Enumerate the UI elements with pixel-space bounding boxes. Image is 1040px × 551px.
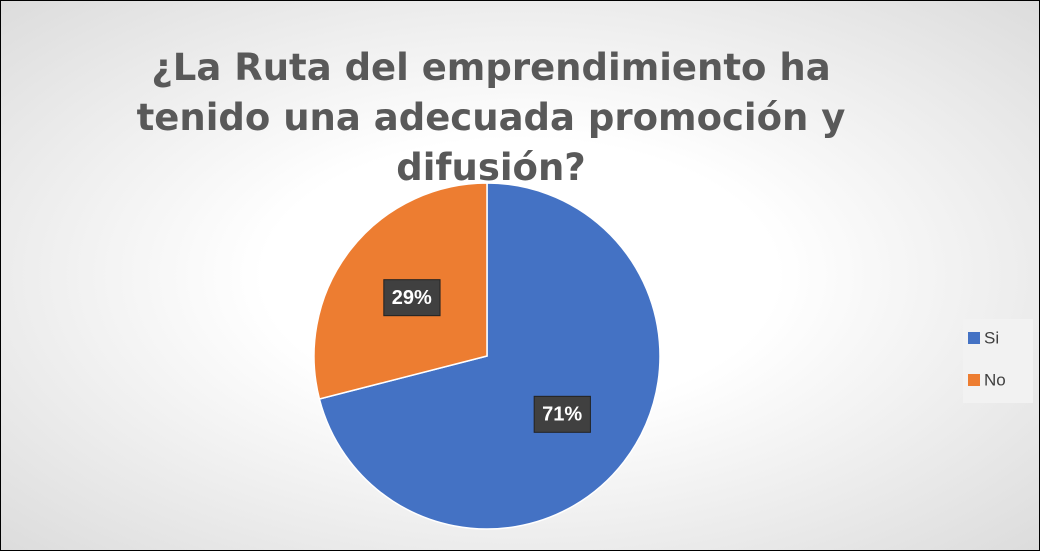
legend-label: No — [984, 370, 1006, 389]
legend-swatch — [968, 374, 980, 386]
data-label: 29% — [383, 279, 441, 317]
data-label-box — [533, 395, 591, 433]
data-label: 71% — [533, 395, 591, 433]
chart-title: ¿La Ruta del emprendimiento ha tenido un… — [136, 46, 846, 189]
data-label-box — [383, 279, 441, 317]
data-label-text: 71% — [542, 404, 582, 426]
legend-swatch — [968, 332, 980, 344]
legend-label: Si — [984, 328, 999, 347]
legend: Si No — [963, 319, 1033, 403]
pie-slice — [318, 182, 661, 530]
data-label-text: 29% — [392, 287, 432, 309]
